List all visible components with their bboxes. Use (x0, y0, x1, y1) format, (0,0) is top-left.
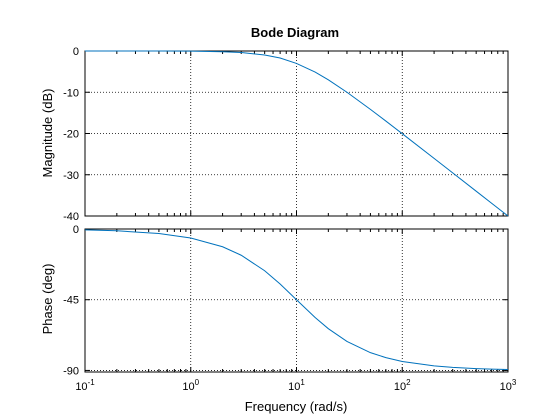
magnitude-y-axis-label: Magnitude (dB) (40, 89, 55, 178)
x-axis-label: Frequency (rad/s) (245, 399, 348, 414)
magnitude-y-tick-label: -20 (63, 129, 79, 141)
magnitude-y-tick-label: -40 (63, 211, 79, 223)
phase-y-tick-label: -45 (63, 295, 79, 307)
magnitude-panel: 0 -10 -20 -30 -40 (63, 46, 509, 223)
magnitude-y-tick-label: -10 (63, 87, 79, 99)
phase-response-line (84, 229, 509, 371)
x-tick-label: 100 (182, 378, 199, 393)
phase-y-tick-label: 0 (73, 224, 79, 236)
phase-axes-box (84, 228, 509, 373)
magnitude-y-tick-label: -30 (63, 170, 79, 182)
x-tick-label: 103 (500, 378, 517, 393)
magnitude-y-tick-label: 0 (73, 46, 79, 58)
magnitude-response-line (85, 50, 509, 217)
chart-title: Bode Diagram (251, 25, 339, 40)
phase-y-axis-label: Phase (deg) (40, 264, 55, 335)
x-tick-label: 102 (394, 378, 411, 393)
phase-y-tick-label: -90 (63, 365, 79, 377)
x-tick-label: 10-1 (75, 378, 95, 393)
x-tick-label: 101 (288, 378, 305, 393)
